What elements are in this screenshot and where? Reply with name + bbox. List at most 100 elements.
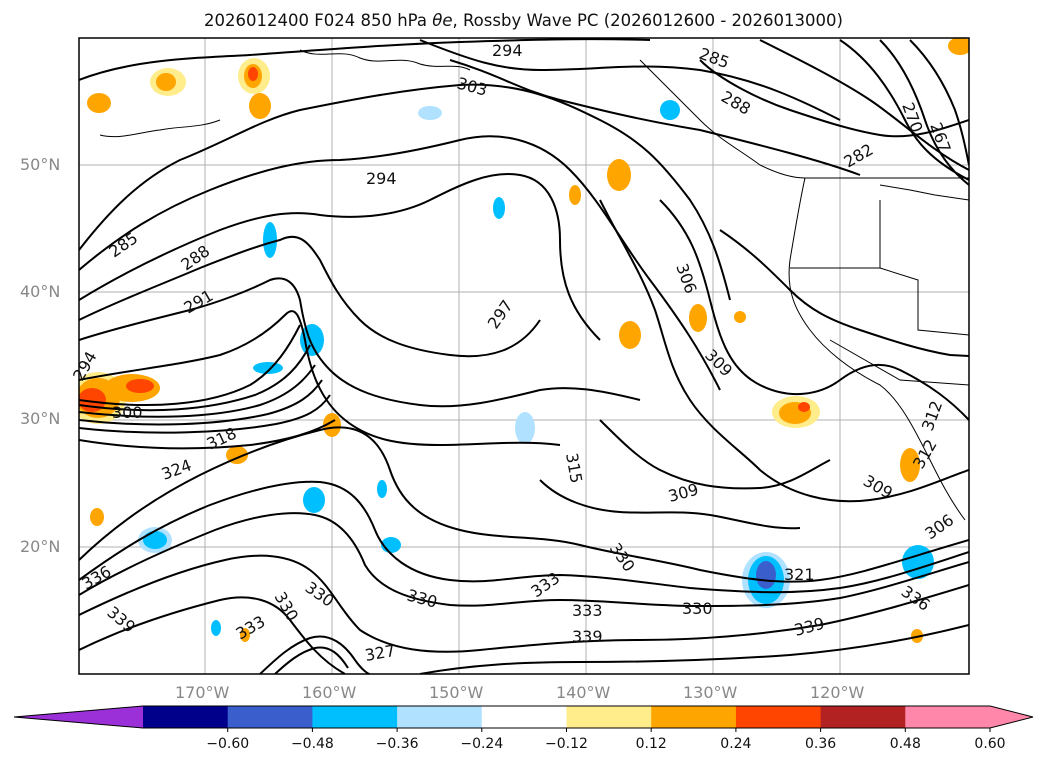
contour-line <box>79 38 651 81</box>
contour-line <box>79 235 541 358</box>
contour-line <box>79 512 969 608</box>
negative-anomaly-patch <box>756 561 776 589</box>
colorbar-tick-label: −0.36 <box>375 736 419 752</box>
contour-line <box>79 173 601 341</box>
colorbar-extend-min <box>14 706 143 728</box>
contour-line <box>419 624 969 674</box>
contour-label: 333 <box>572 601 603 620</box>
contour-label: 339 <box>572 627 603 646</box>
contour-line <box>719 229 969 357</box>
colorbar-segment <box>312 706 398 728</box>
contour-line <box>79 596 346 674</box>
state-border <box>879 267 969 336</box>
positive-anomaly-patch <box>689 304 707 332</box>
lat-tick-label: 20°N <box>20 537 61 556</box>
colorbar-tick-label: 0.12 <box>635 736 667 752</box>
positive-anomaly-patch <box>156 73 176 91</box>
colorbar-outline <box>13 705 1034 729</box>
lat-tick-label: 40°N <box>20 282 61 301</box>
positive-anomaly-patch <box>248 67 258 81</box>
contour-label: 321 <box>784 565 815 584</box>
contour-line <box>909 39 969 166</box>
colorbar-segment <box>905 706 991 728</box>
colorbar-segment <box>651 706 737 728</box>
map-background <box>79 38 969 674</box>
positive-anomaly-patch <box>734 311 746 323</box>
alaska-coast <box>299 49 471 71</box>
contour-line <box>79 83 731 301</box>
colorbar-tick-label: −0.12 <box>545 736 588 752</box>
positive-anomaly-patch <box>900 448 920 482</box>
contour-line <box>274 646 349 674</box>
colorbar-extend-max <box>990 706 1033 728</box>
contour-label: 294 <box>366 169 397 188</box>
contour-line <box>79 480 969 594</box>
positive-anomaly-patch <box>619 321 641 349</box>
canada-coast <box>639 59 806 179</box>
negative-anomaly-patch <box>303 487 325 513</box>
positive-anomaly-patch <box>126 379 154 393</box>
colorbar-segment <box>566 706 652 728</box>
coastlines <box>99 49 969 521</box>
colorbar-tick-label: 0.24 <box>720 736 752 752</box>
lon-tick-label: 160°W <box>302 683 357 702</box>
contour-line <box>79 344 311 412</box>
negative-anomaly-patch <box>253 362 283 374</box>
contour-line <box>659 199 969 421</box>
contour-line <box>79 135 721 391</box>
colorbar-segment <box>227 706 313 728</box>
lat-tick-label: 50°N <box>20 155 61 174</box>
theta-e-contours <box>79 38 969 674</box>
contour-line <box>419 39 841 121</box>
colorbar-tick-label: 0.36 <box>805 736 837 752</box>
lon-tick-label: 150°W <box>429 683 484 702</box>
contour-line <box>259 635 371 674</box>
contour-line <box>79 364 316 418</box>
colorbar-segment <box>735 706 822 728</box>
positive-anomaly-patch <box>249 93 271 119</box>
contour-line <box>449 59 861 176</box>
map-frame <box>78 37 970 675</box>
contour-line <box>599 199 969 503</box>
lat-tick-label: 30°N <box>20 409 61 428</box>
contour-line <box>79 379 323 426</box>
us-west-coast <box>788 177 966 521</box>
contour-label: 300 <box>112 403 143 422</box>
negative-anomaly-patch <box>660 100 680 120</box>
contour-label: 294 <box>492 41 523 60</box>
colorbar <box>13 705 1034 732</box>
colorbar-tick-label: 0.48 <box>889 736 921 752</box>
colorbar-segment <box>397 706 483 728</box>
colorbar-segment <box>820 706 906 728</box>
positive-anomaly-patch <box>323 413 341 437</box>
negative-anomaly-patch <box>211 620 221 636</box>
colorbar-segment <box>481 706 567 728</box>
state-border <box>879 184 969 201</box>
positive-anomaly-patch <box>87 93 111 113</box>
contour-line <box>699 59 969 138</box>
colorbar-tick-label: −0.48 <box>290 736 334 752</box>
contour-line <box>759 39 969 171</box>
contour-line <box>79 394 331 434</box>
contour-label: 330 <box>682 599 713 618</box>
positive-anomaly-patch <box>798 402 810 412</box>
positive-anomaly-patch <box>240 628 250 642</box>
figure-title: 2026012400 F024 850 hPa θe, Rossby Wave … <box>204 11 843 30</box>
colorbar-tick-label: −0.24 <box>460 736 504 752</box>
positive-anomaly-patch <box>90 508 104 526</box>
contour-line <box>79 324 301 406</box>
lon-tick-label: 140°W <box>556 683 611 702</box>
negative-anomaly-patch <box>493 197 505 219</box>
negative-anomaly-patch <box>515 412 535 444</box>
contour-line <box>839 39 969 181</box>
lon-tick-label: 120°W <box>810 683 865 702</box>
colorbar-segment <box>143 706 229 728</box>
negative-anomaly-patch <box>377 480 387 498</box>
mexico-border <box>829 339 969 386</box>
colorbar-tick-label: 0.60 <box>974 736 1006 752</box>
contour-line <box>79 554 969 653</box>
contour-line <box>79 310 561 447</box>
contour-line <box>79 426 969 583</box>
negative-anomaly-patch <box>418 106 442 120</box>
